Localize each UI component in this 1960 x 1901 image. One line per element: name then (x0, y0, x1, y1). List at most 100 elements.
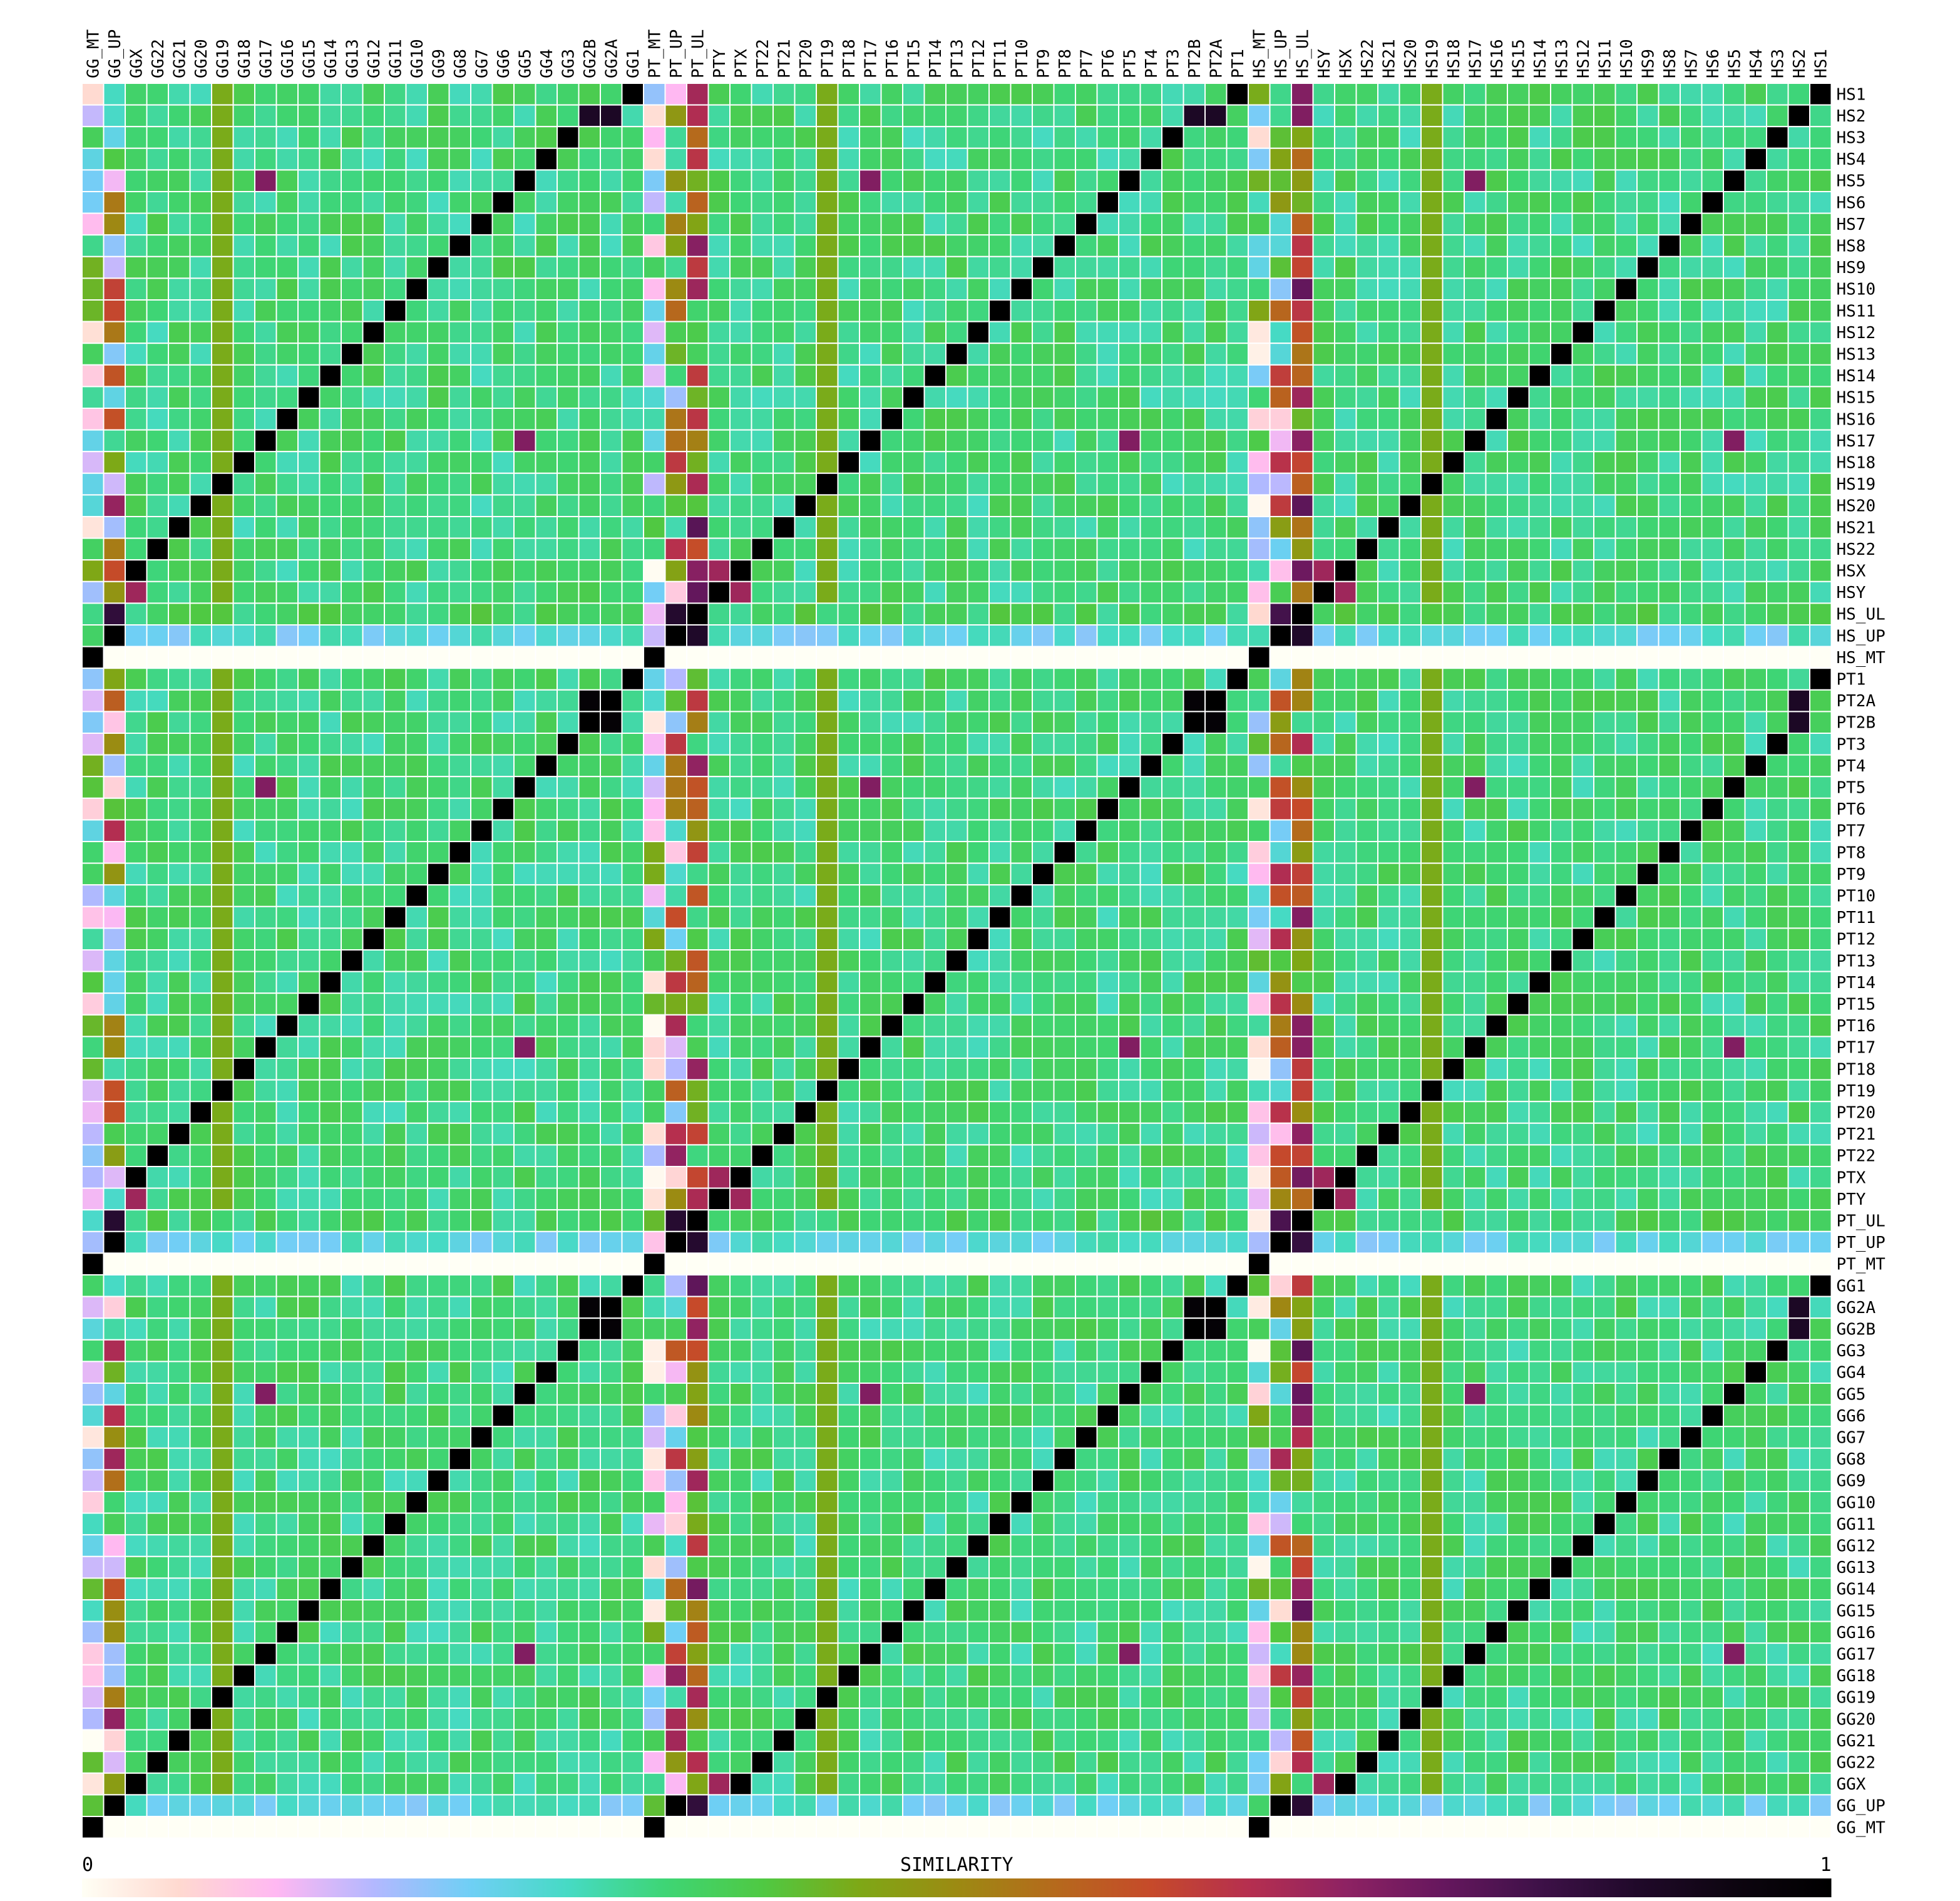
heatmap-cell (664, 255, 687, 279)
heatmap-cell (1787, 1317, 1810, 1341)
heatmap-cell (1550, 408, 1573, 431)
heatmap-cell (600, 516, 623, 539)
heatmap-cell (297, 1036, 321, 1059)
heatmap-cell (297, 1404, 321, 1428)
heatmap-cell (448, 1058, 471, 1081)
heatmap-cell (1118, 234, 1141, 257)
heatmap-cell (1420, 212, 1444, 236)
heatmap-cell (772, 1404, 796, 1428)
heatmap-cell (837, 126, 860, 149)
heatmap-cell (1204, 1274, 1228, 1297)
heatmap-cell (729, 1274, 752, 1297)
heatmap-cell (362, 1230, 385, 1254)
heatmap-cell (1161, 191, 1184, 214)
heatmap-cell (794, 927, 817, 951)
heatmap-cell (1744, 733, 1767, 756)
heatmap-cell (1723, 862, 1746, 886)
heatmap-cell (513, 1274, 536, 1297)
heatmap-cell (297, 862, 321, 886)
heatmap-cell (1248, 1187, 1271, 1211)
heatmap-cell (988, 1339, 1012, 1363)
heatmap-cell (902, 580, 925, 604)
heatmap-cell (1528, 1079, 1551, 1103)
heatmap-cell (837, 971, 860, 994)
heatmap-cell (1334, 580, 1357, 604)
heatmap-cell (1680, 472, 1703, 496)
heatmap-cell (794, 212, 817, 236)
heatmap-cell (1139, 1339, 1162, 1363)
heatmap-cell (1161, 255, 1184, 279)
heatmap-cell (1355, 949, 1378, 972)
heatmap-cell (1248, 364, 1271, 388)
heatmap-cell (189, 1144, 212, 1168)
heatmap-cell (513, 299, 536, 322)
heatmap-cell (535, 429, 558, 453)
heatmap-cell (1701, 1209, 1724, 1232)
heatmap-cell (362, 1404, 385, 1428)
heatmap-cell (1636, 992, 1660, 1016)
heatmap-cell (859, 819, 882, 843)
heatmap-cell (772, 624, 796, 647)
heatmap-cell (902, 1122, 925, 1146)
heatmap-cell (1571, 1036, 1594, 1059)
heatmap-cell (513, 1296, 536, 1319)
heatmap-cell (794, 83, 817, 106)
heatmap-cell (1744, 1361, 1767, 1384)
heatmap-cell (1658, 1274, 1681, 1297)
heatmap-cell (1053, 1058, 1076, 1081)
heatmap-cell (1701, 126, 1724, 149)
heatmap-cell (751, 408, 774, 431)
heatmap-cell (1571, 408, 1594, 431)
heatmap-cell (1571, 277, 1594, 301)
heatmap-cell (923, 624, 947, 647)
heatmap-cell (491, 1058, 515, 1081)
heatmap-cell (1571, 949, 1594, 972)
heatmap-cell (125, 1058, 148, 1081)
heatmap-cell (1096, 104, 1119, 128)
heatmap-cell (816, 1209, 839, 1232)
heatmap-cell (448, 1317, 471, 1341)
heatmap-cell (1075, 819, 1098, 843)
heatmap-cell (794, 1187, 817, 1211)
heatmap-cell (816, 299, 839, 322)
heatmap-cell (427, 754, 450, 778)
heatmap-cell (729, 797, 752, 821)
heatmap-cell (319, 104, 342, 128)
heatmap-cell (1291, 169, 1314, 192)
heatmap-cell (427, 1101, 450, 1124)
heatmap-cell (880, 364, 903, 388)
heatmap-cell (1571, 1122, 1594, 1146)
heatmap-cell (1377, 1187, 1400, 1211)
heatmap-cell (125, 949, 148, 972)
heatmap-cell (384, 516, 407, 539)
heatmap-cell (189, 1166, 212, 1189)
heatmap-cell (621, 733, 644, 756)
heatmap-cell (470, 408, 493, 431)
heatmap-cell (751, 754, 774, 778)
heatmap-cell (1701, 516, 1724, 539)
heatmap-cell (1118, 949, 1141, 972)
heatmap-cell (1269, 1187, 1292, 1211)
heatmap-cell (1334, 1166, 1357, 1189)
heatmap-cell (1204, 1036, 1228, 1059)
heatmap-cell (816, 277, 839, 301)
heatmap-cell (1032, 905, 1055, 929)
heatmap-cell (1464, 689, 1487, 713)
heatmap-cell (1701, 971, 1724, 994)
heatmap-cell (470, 1230, 493, 1254)
heatmap-cell (146, 212, 169, 236)
heatmap-cell (491, 971, 515, 994)
heatmap-cell (923, 516, 947, 539)
heatmap-cell (751, 1296, 774, 1319)
heatmap-cell (1571, 1101, 1594, 1124)
heatmap-cell (1096, 516, 1119, 539)
heatmap-cell (491, 841, 515, 864)
heatmap-cell (707, 429, 731, 453)
heatmap-cell (1118, 646, 1141, 669)
heatmap-cell (859, 364, 882, 388)
heatmap-cell (1787, 819, 1810, 843)
heatmap-cell (125, 321, 148, 344)
heatmap-cell (146, 1404, 169, 1428)
heatmap-cell (1312, 927, 1335, 951)
heatmap-cell (1787, 797, 1810, 821)
